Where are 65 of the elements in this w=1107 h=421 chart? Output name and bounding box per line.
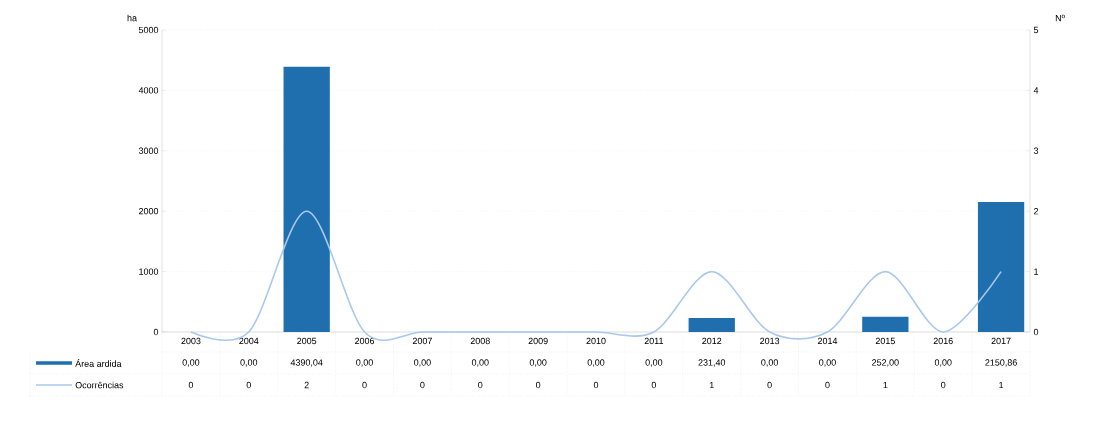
data-label: 0 [825, 381, 830, 389]
data-label: 2 [304, 381, 309, 389]
data-label: 0,00 [240, 359, 258, 367]
data-label: 4390,04 [290, 359, 323, 367]
y2-tick-label: 2 [1033, 208, 1039, 215]
data-label: 0,00 [356, 359, 373, 367]
x-tick-label: 2009 [528, 337, 548, 345]
data-label: 0,00 [414, 359, 431, 367]
data-label: 0 [246, 381, 251, 389]
legend-label: Ocorrências [75, 381, 124, 389]
legend-label: Área ardida [75, 359, 122, 367]
data-label: 0,00 [934, 359, 952, 367]
y2-tick-label: 4 [1033, 87, 1039, 94]
x-tick-label: 2015 [875, 337, 895, 345]
x-tick-label: 2004 [239, 337, 259, 345]
y-tick-label: 0 [153, 328, 159, 336]
data-label: 0 [420, 381, 425, 389]
data-label: 1 [883, 381, 888, 389]
data-label: 0 [188, 381, 194, 389]
data-label: 0,00 [645, 359, 663, 367]
x-tick-label: 2012 [702, 337, 722, 345]
y2-tick-label: 5 [1033, 26, 1039, 34]
y-tick-label: 5000 [138, 26, 159, 34]
y2-tick-label: 1 [1034, 268, 1039, 275]
x-tick-label: 2003 [181, 337, 201, 345]
x-tick-label: 2013 [760, 337, 780, 345]
x-tick-label: 2014 [817, 337, 838, 345]
bar [977, 202, 1025, 332]
x-tick-label: 2007 [412, 337, 432, 345]
data-label: 231,40 [698, 359, 726, 367]
x-tick-label: 2010 [586, 337, 606, 345]
data-label: 0 [593, 381, 599, 389]
data-label: 0 [941, 381, 946, 389]
bar [283, 66, 330, 332]
data-label: 0,00 [587, 359, 605, 367]
data-label: 0,00 [819, 359, 836, 367]
x-tick-label: 2005 [297, 337, 317, 345]
data-label: 0 [478, 381, 483, 389]
y-tick-label: 2000 [138, 208, 159, 215]
data-label: 0,00 [529, 359, 547, 367]
data-label: 0,00 [182, 359, 200, 367]
data-label: 1 [999, 381, 1004, 389]
y-tick-label: 3000 [138, 147, 159, 154]
x-tick-label: 2016 [933, 337, 953, 345]
y-tick-label: 4000 [138, 87, 159, 94]
data-label: 252,00 [872, 359, 899, 367]
y2-tick-label: 0 [1033, 328, 1039, 336]
data-label: 2150,86 [985, 359, 1017, 367]
data-label: 0,00 [471, 359, 489, 367]
data-label: 1 [709, 381, 714, 389]
bar [688, 318, 735, 332]
x-tick-label: 2011 [644, 337, 664, 345]
data-label: 0 [362, 381, 367, 389]
y-tick-label: 1000 [139, 268, 159, 275]
data-label: 0,00 [761, 359, 778, 367]
data-label: 0 [767, 381, 772, 389]
y-axis-title: ha [127, 14, 137, 22]
x-tick-label: 2006 [355, 337, 375, 345]
y2-tick-label: 3 [1033, 147, 1039, 154]
data-label: 0 [535, 381, 541, 389]
x-tick-label: 2017 [991, 337, 1011, 345]
y2-axis-title: Nº [1055, 14, 1065, 22]
data-label: 0 [651, 381, 657, 389]
bar [862, 316, 909, 332]
x-tick-label: 2008 [470, 337, 490, 345]
